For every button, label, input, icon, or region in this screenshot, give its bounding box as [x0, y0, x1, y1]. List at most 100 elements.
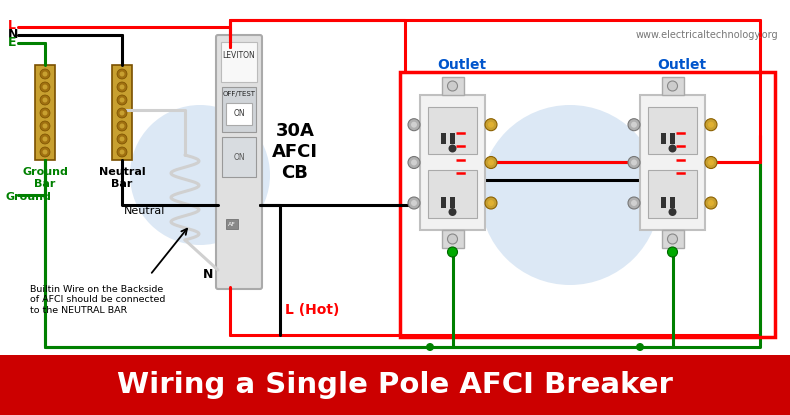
Circle shape — [119, 110, 125, 115]
Circle shape — [628, 119, 640, 131]
Text: Outlet: Outlet — [438, 58, 487, 72]
Circle shape — [117, 95, 127, 105]
Circle shape — [40, 82, 50, 92]
Text: Wiring a Single Pole AFCI Breaker: Wiring a Single Pole AFCI Breaker — [117, 371, 673, 399]
Circle shape — [447, 247, 457, 257]
Circle shape — [631, 159, 637, 166]
Text: OFF/TEST: OFF/TEST — [223, 91, 255, 97]
Bar — [640, 95, 705, 230]
Text: AF: AF — [228, 222, 236, 227]
Bar — [420, 95, 485, 230]
Bar — [226, 103, 252, 125]
Bar — [221, 42, 257, 82]
Bar — [450, 134, 454, 144]
Bar — [450, 197, 454, 208]
Bar — [0, 355, 790, 415]
Circle shape — [119, 137, 125, 142]
Circle shape — [447, 81, 457, 91]
Bar — [669, 134, 675, 144]
Circle shape — [449, 208, 457, 216]
Bar — [428, 107, 477, 154]
Circle shape — [449, 144, 457, 152]
Bar — [661, 230, 683, 248]
Circle shape — [117, 134, 127, 144]
Bar — [226, 219, 238, 229]
Circle shape — [408, 156, 420, 168]
Circle shape — [631, 122, 637, 128]
Circle shape — [628, 197, 640, 209]
Circle shape — [480, 105, 660, 285]
Circle shape — [668, 234, 678, 244]
Bar — [442, 230, 464, 248]
Circle shape — [668, 81, 678, 91]
Circle shape — [708, 122, 714, 128]
Circle shape — [408, 197, 420, 209]
Circle shape — [708, 200, 714, 206]
Bar — [428, 171, 477, 218]
Text: ON: ON — [233, 152, 245, 161]
Bar — [648, 171, 697, 218]
Circle shape — [488, 200, 494, 206]
Bar — [35, 65, 55, 160]
Circle shape — [40, 121, 50, 131]
Circle shape — [636, 343, 644, 351]
Circle shape — [426, 343, 434, 351]
Circle shape — [43, 137, 47, 142]
Circle shape — [117, 82, 127, 92]
Circle shape — [119, 85, 125, 90]
Bar — [222, 137, 256, 177]
Text: Outlet: Outlet — [657, 58, 706, 72]
Bar — [441, 197, 446, 208]
Circle shape — [411, 122, 417, 128]
Circle shape — [705, 156, 717, 168]
Circle shape — [411, 200, 417, 206]
Circle shape — [705, 197, 717, 209]
Text: Builtin Wire on the Backside
of AFCI should be connected
to the NEUTRAL BAR: Builtin Wire on the Backside of AFCI sho… — [30, 285, 165, 315]
Circle shape — [488, 122, 494, 128]
Text: Neutral
Bar: Neutral Bar — [99, 167, 145, 188]
Text: N: N — [8, 27, 18, 41]
Circle shape — [485, 197, 497, 209]
Circle shape — [119, 124, 125, 129]
Circle shape — [117, 147, 127, 157]
Circle shape — [43, 149, 47, 154]
Circle shape — [40, 134, 50, 144]
Bar — [0, 0, 790, 355]
Circle shape — [411, 159, 417, 166]
Circle shape — [43, 110, 47, 115]
Bar — [442, 77, 464, 95]
Circle shape — [43, 71, 47, 76]
Circle shape — [117, 108, 127, 118]
Circle shape — [117, 121, 127, 131]
Circle shape — [668, 144, 676, 152]
Circle shape — [408, 119, 420, 131]
Circle shape — [40, 69, 50, 79]
Bar — [222, 87, 256, 132]
Circle shape — [705, 119, 717, 131]
Circle shape — [130, 105, 270, 245]
Text: E: E — [8, 36, 17, 49]
Text: Ground
Bar: Ground Bar — [22, 167, 68, 188]
Circle shape — [43, 124, 47, 129]
FancyBboxPatch shape — [216, 35, 262, 289]
Bar — [660, 134, 665, 144]
Bar — [112, 65, 132, 160]
Bar — [400, 72, 775, 337]
Circle shape — [40, 108, 50, 118]
Bar — [661, 77, 683, 95]
Bar — [441, 134, 446, 144]
Text: www.electricaltechnology.org: www.electricaltechnology.org — [635, 30, 778, 40]
Text: Ground: Ground — [5, 192, 51, 202]
Text: Neutral: Neutral — [123, 206, 165, 216]
Circle shape — [485, 119, 497, 131]
Circle shape — [43, 85, 47, 90]
Circle shape — [708, 159, 714, 166]
Circle shape — [447, 234, 457, 244]
Circle shape — [40, 95, 50, 105]
Text: 30A
AFCI
CB: 30A AFCI CB — [272, 122, 318, 182]
Circle shape — [485, 156, 497, 168]
Circle shape — [119, 149, 125, 154]
Circle shape — [119, 71, 125, 76]
Circle shape — [119, 98, 125, 103]
Circle shape — [117, 69, 127, 79]
